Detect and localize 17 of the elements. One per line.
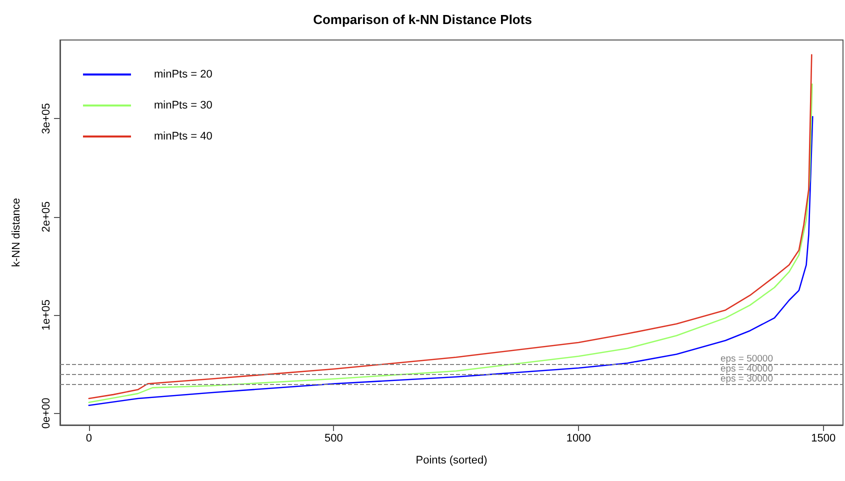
x-tick-label: 1500 [811, 432, 836, 444]
ref-line-label: eps = 50000 [720, 354, 773, 365]
legend-label: minPts = 40 [154, 130, 212, 142]
x-tick-label: 500 [324, 432, 343, 444]
ref-line-label: eps = 40000 [720, 363, 773, 374]
y-tick-label: 2e+05 [40, 201, 52, 232]
y-tick-label: 3e+05 [40, 103, 52, 134]
x-axis-title: Points (sorted) [416, 454, 488, 466]
y-tick-label: 1e+05 [40, 300, 52, 330]
y-axis-title: k-NN distance [10, 198, 22, 268]
y-tick-label: 0e+00 [40, 398, 52, 429]
legend-label: minPts = 30 [154, 100, 212, 112]
x-tick-label: 0 [86, 432, 92, 444]
chart-title: Comparison of k-NN Distance Plots [313, 12, 532, 27]
x-tick-label: 1000 [566, 432, 591, 444]
ref-line-label: eps = 30000 [720, 373, 773, 384]
legend-label: minPts = 20 [154, 68, 212, 80]
